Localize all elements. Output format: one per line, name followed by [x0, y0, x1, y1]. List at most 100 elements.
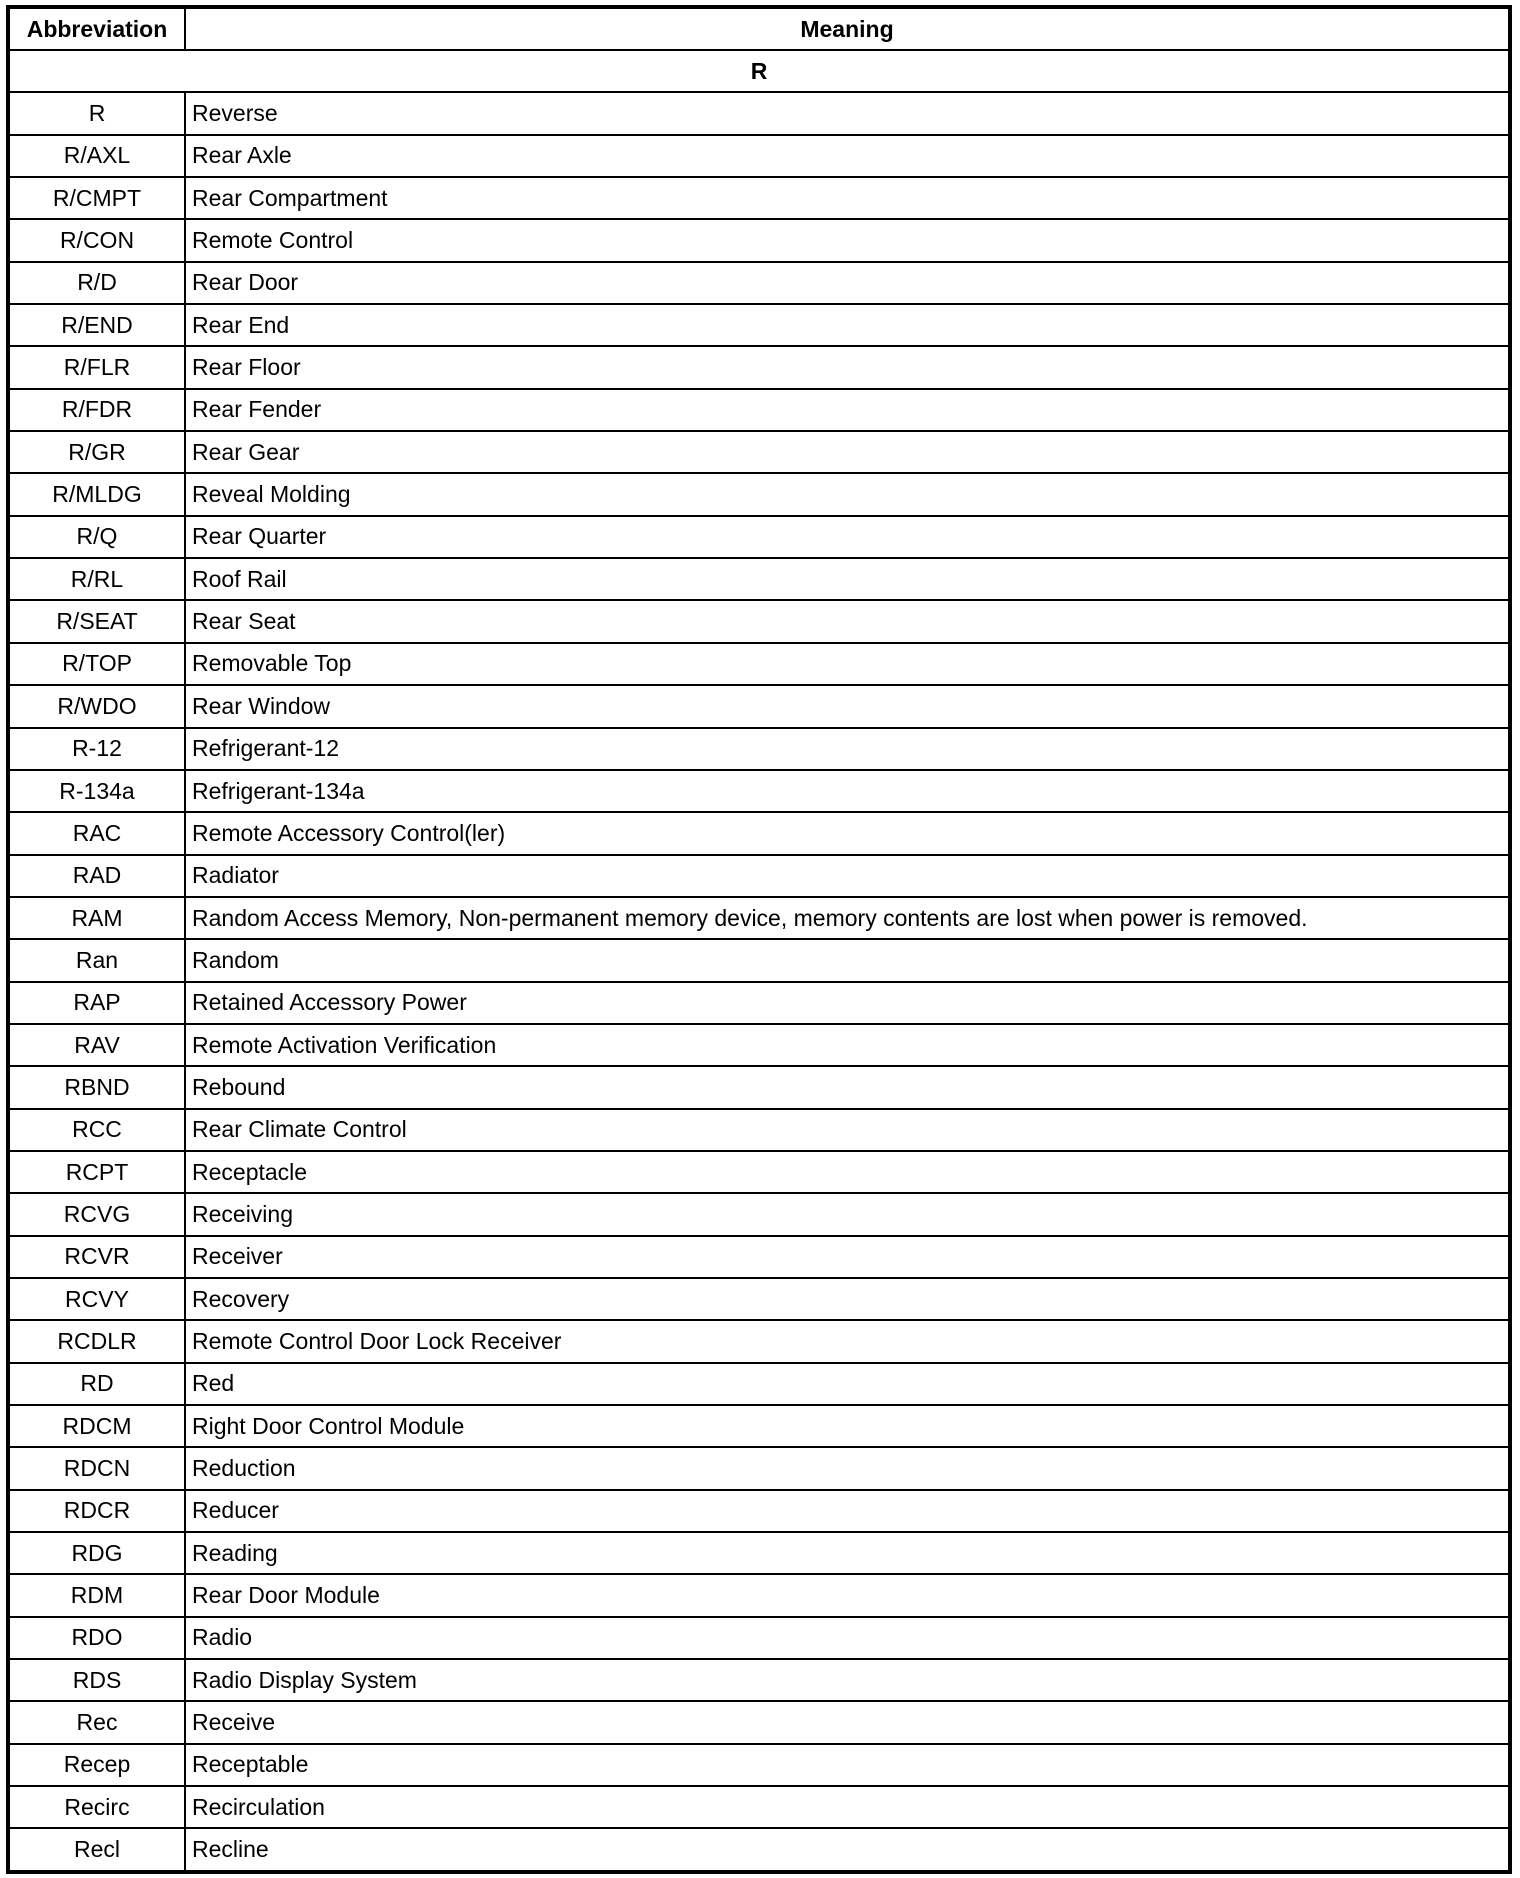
meaning-cell: Roof Rail — [184, 557, 1511, 602]
table-row: Ran Random — [7, 938, 1511, 983]
meaning-cell: Reducer — [184, 1488, 1511, 1534]
abbreviation-cell: RDCM — [7, 1403, 186, 1449]
table-row: RCVR Receiver — [7, 1234, 1511, 1279]
table-row: R-134a Refrigerant-134a — [7, 768, 1511, 814]
abbreviation-cell: R — [7, 91, 186, 136]
abbreviation-cell: Recirc — [7, 1785, 186, 1830]
meaning-cell: Remote Activation Verification — [184, 1022, 1511, 1068]
table-row: R/RL Roof Rail — [7, 557, 1511, 602]
meaning-cell: Rear Door — [184, 260, 1511, 306]
meaning-cell: Refrigerant-12 — [184, 726, 1511, 771]
meaning-cell: Recirculation — [184, 1785, 1511, 1830]
abbreviation-cell: RCDLR — [7, 1319, 186, 1364]
table-row: RBND Rebound — [7, 1065, 1511, 1110]
table-row: RDCM Right Door Control Module — [7, 1403, 1511, 1449]
table-row: RCC Rear Climate Control — [7, 1107, 1511, 1152]
meaning-cell: Rear Fender — [184, 387, 1511, 433]
meaning-cell: Rear Climate Control — [184, 1107, 1511, 1152]
table-row: RDCR Reducer — [7, 1488, 1511, 1534]
abbreviation-cell: R/D — [7, 260, 186, 306]
abbreviation-cell: RDM — [7, 1573, 186, 1618]
abbreviation-cell: R/GR — [7, 430, 186, 475]
section-row: R — [7, 48, 1511, 94]
table-row: R/Q Rear Quarter — [7, 514, 1511, 560]
meaning-cell: Receiver — [184, 1234, 1511, 1279]
meaning-cell: Radio Display System — [184, 1658, 1511, 1703]
meaning-cell: Right Door Control Module — [184, 1403, 1511, 1449]
meaning-cell: Reveal Molding — [184, 472, 1511, 517]
table-row: R Reverse — [7, 91, 1511, 136]
abbreviation-cell: RDS — [7, 1658, 186, 1703]
table-row: RAP Retained Accessory Power — [7, 980, 1511, 1025]
abbreviation-cell: R/FLR — [7, 345, 186, 390]
meaning-cell: Rear Door Module — [184, 1573, 1511, 1618]
abbreviation-cell: RAD — [7, 853, 186, 898]
meaning-cell: Remote Accessory Control(ler) — [184, 811, 1511, 856]
meaning-cell: Reduction — [184, 1446, 1511, 1491]
abbreviation-cell: RCPT — [7, 1149, 186, 1195]
meaning-cell: Rear Window — [184, 684, 1511, 729]
abbreviation-cell: R/END — [7, 303, 186, 348]
abbreviation-cell: RAV — [7, 1022, 186, 1068]
abbreviation-cell: RAC — [7, 811, 186, 856]
table-row: R/WDO Rear Window — [7, 684, 1511, 729]
abbreviation-cell: RAM — [7, 895, 186, 941]
abbreviation-cell: RAP — [7, 980, 186, 1025]
table-row: Rec Receive — [7, 1700, 1511, 1745]
table-row: RCVG Receiving — [7, 1192, 1511, 1237]
meaning-cell: Reading — [184, 1531, 1511, 1576]
table-row: R/AXL Rear Axle — [7, 133, 1511, 179]
abbreviation-cell: Rec — [7, 1700, 186, 1745]
abbreviation-cell: R/WDO — [7, 684, 186, 729]
meaning-cell: Rear Gear — [184, 430, 1511, 475]
table-row: Recep Receptable — [7, 1742, 1511, 1788]
abbreviation-cell: RDCR — [7, 1488, 186, 1534]
meaning-cell: Rear Axle — [184, 133, 1511, 179]
meaning-cell: Radio — [184, 1615, 1511, 1661]
meaning-cell: Refrigerant-134a — [184, 768, 1511, 814]
table-row: RDS Radio Display System — [7, 1658, 1511, 1703]
abbreviation-cell: Recl — [7, 1827, 186, 1873]
table-row: R/END Rear End — [7, 303, 1511, 348]
section-heading: R — [7, 48, 1511, 94]
abbreviation-cell: RDG — [7, 1531, 186, 1576]
meaning-cell: Rear Quarter — [184, 514, 1511, 560]
abbreviation-cell: R/RL — [7, 557, 186, 602]
abbreviation-cell: R/Q — [7, 514, 186, 560]
table-row: RDCN Reduction — [7, 1446, 1511, 1491]
table-row: R/SEAT Rear Seat — [7, 599, 1511, 644]
meaning-cell: Retained Accessory Power — [184, 980, 1511, 1025]
meaning-cell: Reverse — [184, 91, 1511, 136]
abbreviation-cell: RD — [7, 1361, 186, 1407]
abbreviation-cell: R/SEAT — [7, 599, 186, 644]
abbreviation-cell: RDCN — [7, 1446, 186, 1491]
table-row: Recirc Recirculation — [7, 1785, 1511, 1830]
table-row: RDM Rear Door Module — [7, 1573, 1511, 1618]
table-row: R/GR Rear Gear — [7, 430, 1511, 475]
abbreviation-cell: RBND — [7, 1065, 186, 1110]
meaning-cell: Receptable — [184, 1742, 1511, 1788]
table-row: R/TOP Removable Top — [7, 641, 1511, 687]
abbreviation-table: Abbreviation Meaning R R Reverse R/AXL Rear… — [6, 5, 1512, 1874]
abbreviation-cell: Recep — [7, 1742, 186, 1788]
abbreviation-cell: RCVY — [7, 1276, 186, 1322]
abbreviation-cell: Ran — [7, 938, 186, 983]
table-row: RCPT Receptacle — [7, 1149, 1511, 1195]
table-row: R/CMPT Rear Compartment — [7, 176, 1511, 221]
table-row: R-12 Refrigerant-12 — [7, 726, 1511, 771]
abbreviation-cell: RDO — [7, 1615, 186, 1661]
table-row: RDO Radio — [7, 1615, 1511, 1661]
table-row: R/FDR Rear Fender — [7, 387, 1511, 433]
meaning-cell: Rear Compartment — [184, 176, 1511, 221]
abbreviation-cell: RCC — [7, 1107, 186, 1152]
abbreviation-cell: R-12 — [7, 726, 186, 771]
meaning-cell: Remote Control — [184, 218, 1511, 263]
abbreviation-cell: R/AXL — [7, 133, 186, 179]
table-row: R/CON Remote Control — [7, 218, 1511, 263]
abbreviation-cell: R/FDR — [7, 387, 186, 433]
table-row: Recl Recline — [7, 1827, 1511, 1873]
meaning-cell: Recovery — [184, 1276, 1511, 1322]
meaning-cell: Removable Top — [184, 641, 1511, 687]
table-row: RDG Reading — [7, 1531, 1511, 1576]
meaning-cell: Random Access Memory, Non-permanent memo… — [184, 895, 1511, 941]
